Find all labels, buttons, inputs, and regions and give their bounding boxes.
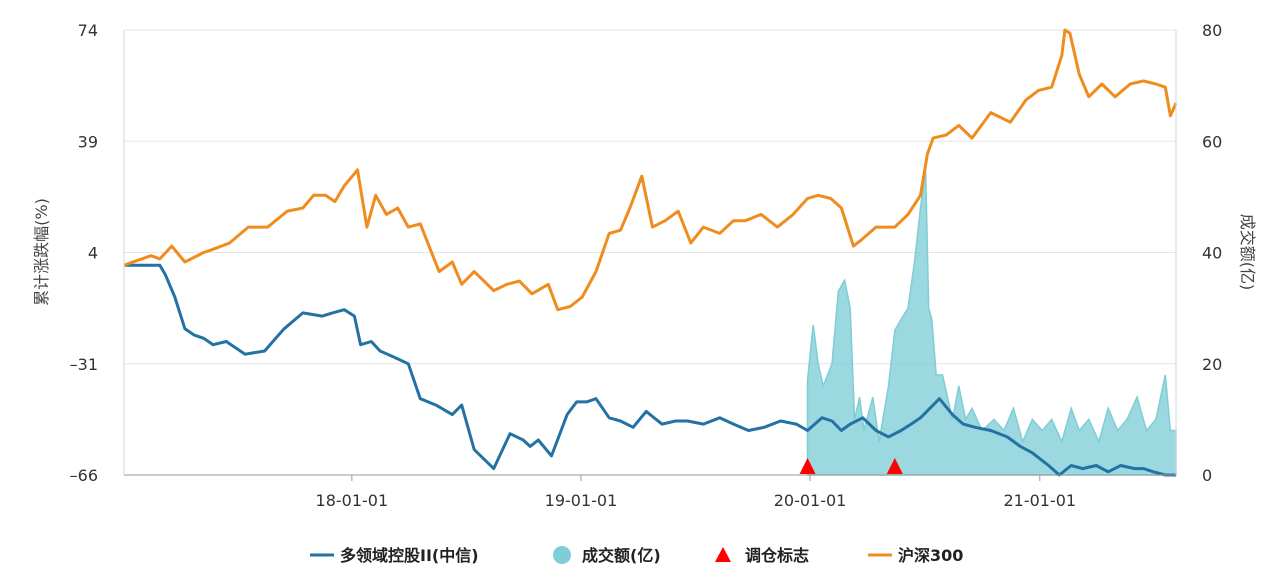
legend-circle-swatch — [553, 546, 571, 564]
legend-label: 调仓标志 — [745, 546, 809, 565]
legend: 多领域控股II(中信) 成交额(亿) 调仓标志 沪深300 — [310, 546, 963, 565]
legend-label: 沪深300 — [898, 546, 963, 565]
y-left-tick-label: –66 — [70, 466, 98, 485]
sector-index-line — [124, 263, 1176, 477]
y-right-tick-label: 60 — [1202, 132, 1222, 151]
rebalance-markers — [799, 458, 903, 474]
axes — [123, 30, 1177, 476]
y-left-tick-label: 74 — [78, 21, 98, 40]
y-right-tick-label: 0 — [1202, 466, 1212, 485]
turnover-area — [806, 169, 1177, 476]
line-layer — [123, 28, 1178, 477]
y-right-tick-label: 80 — [1202, 21, 1222, 40]
legend-label: 多领域控股II(中信) — [340, 546, 479, 565]
y-left-tick-label: –31 — [70, 355, 98, 374]
turnover-area-layer — [806, 169, 1177, 476]
y-left-tick-label: 39 — [78, 132, 98, 151]
y-left-tick-label: 4 — [88, 244, 98, 263]
x-tick-label: 21-01-01 — [1003, 491, 1076, 510]
x-tick-label: 18-01-01 — [316, 491, 389, 510]
y-left-axis-title: 累计涨跌幅(%) — [32, 198, 51, 306]
x-tick-label: 19-01-01 — [545, 491, 618, 510]
legend-triangle-swatch — [715, 547, 731, 562]
y-right-tick-label: 20 — [1202, 355, 1222, 374]
grid-lines — [124, 29, 1176, 365]
y-right-axis-title: 成交额(亿) — [1238, 214, 1257, 291]
hs300-line — [123, 28, 1178, 312]
tick-labels: 74 39 4 –31 –66 80 60 40 20 0 18-01-01 19-01-01 20-0… — [70, 21, 1223, 510]
x-tick-label: 20-01-01 — [774, 491, 847, 510]
rebalance-marker — [799, 458, 816, 474]
legend-label: 成交额(亿) — [582, 546, 661, 565]
rebalance-marker — [886, 458, 903, 474]
y-right-tick-label: 40 — [1202, 244, 1222, 263]
